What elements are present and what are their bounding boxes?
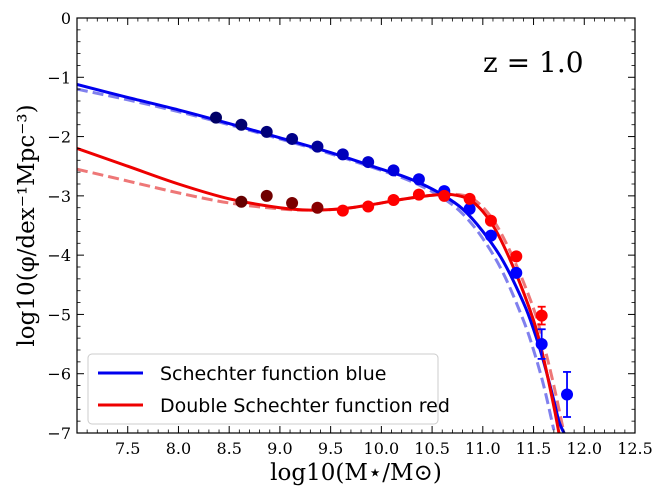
data-point-red-data bbox=[286, 196, 299, 209]
data-point-red-data bbox=[463, 192, 476, 205]
y-tick-label: −3 bbox=[47, 187, 71, 206]
data-point-blue-data bbox=[336, 148, 349, 161]
x-tick-label: 7.5 bbox=[115, 439, 140, 458]
y-tick-label: −1 bbox=[47, 68, 71, 87]
redshift-annotation: z = 1.0 bbox=[483, 46, 584, 79]
data-point-red-data bbox=[412, 188, 425, 201]
x-tick-label: 9.5 bbox=[318, 439, 343, 458]
fit-line-blue-fit-dashed- bbox=[77, 87, 556, 431]
x-tick-label: 12.5 bbox=[617, 439, 653, 458]
data-point-red-data bbox=[438, 189, 451, 202]
data-point-red-data bbox=[362, 200, 375, 213]
legend-label-blue: Schechter function blue bbox=[160, 363, 386, 385]
data-point-blue-data bbox=[260, 125, 273, 138]
x-tick-label: 11.5 bbox=[516, 439, 552, 458]
data-point-blue-data bbox=[362, 156, 375, 169]
x-tick-label: 10.5 bbox=[414, 439, 450, 458]
x-axis-label: log10(M⋆/M⊙) bbox=[270, 460, 442, 486]
data-point-red-data bbox=[336, 204, 349, 217]
legend-box bbox=[87, 353, 439, 425]
data-point-blue-data bbox=[209, 111, 222, 124]
data-point-blue-data bbox=[235, 118, 248, 131]
legend: Schechter function blue Double Schechter… bbox=[87, 353, 450, 425]
data-point-red-data bbox=[235, 195, 248, 208]
y-tick-label: −5 bbox=[47, 305, 71, 324]
plot-area bbox=[77, 82, 574, 433]
x-tick-label: 8.5 bbox=[216, 439, 241, 458]
data-point-blue-data bbox=[286, 132, 299, 145]
data-point-blue-data bbox=[484, 229, 497, 242]
axis-tick-labels: 7.5 8.0 8.5 9.0 9.5 10.0 10.5 11.0 11.5 12.0 12.5 0… bbox=[47, 9, 652, 458]
x-tick-label: 8.0 bbox=[166, 439, 191, 458]
data-point-blue-data bbox=[535, 338, 548, 351]
data-point-blue-data bbox=[311, 140, 324, 153]
y-axis-label: log10(φ/dex⁻¹Mpc⁻³) bbox=[14, 104, 40, 346]
data-point-red-data bbox=[535, 309, 548, 322]
data-point-red-data bbox=[260, 189, 273, 202]
y-tick-label: 0 bbox=[61, 9, 71, 28]
plot-frame bbox=[76, 17, 636, 434]
data-point-blue-data bbox=[387, 164, 400, 177]
data-point-red-data bbox=[484, 214, 497, 227]
x-tick-label: 11.0 bbox=[465, 439, 501, 458]
data-point-blue-data bbox=[510, 266, 523, 279]
data-point-red-data bbox=[387, 194, 400, 207]
data-point-blue-data bbox=[463, 202, 476, 215]
data-point-blue-data bbox=[561, 388, 574, 401]
y-tick-label: −7 bbox=[47, 424, 71, 443]
data-point-blue-data bbox=[412, 173, 425, 186]
y-tick-label: −6 bbox=[47, 365, 71, 384]
x-tick-label: 9.0 bbox=[267, 439, 292, 458]
y-tick-label: −2 bbox=[47, 128, 71, 147]
data-point-red-data bbox=[311, 201, 324, 214]
y-tick-label: −4 bbox=[47, 246, 71, 265]
legend-label-red: Double Schechter function red bbox=[160, 395, 450, 417]
x-tick-label: 10.0 bbox=[364, 439, 400, 458]
x-tick-label: 12.0 bbox=[566, 439, 602, 458]
data-point-red-data bbox=[510, 250, 523, 263]
